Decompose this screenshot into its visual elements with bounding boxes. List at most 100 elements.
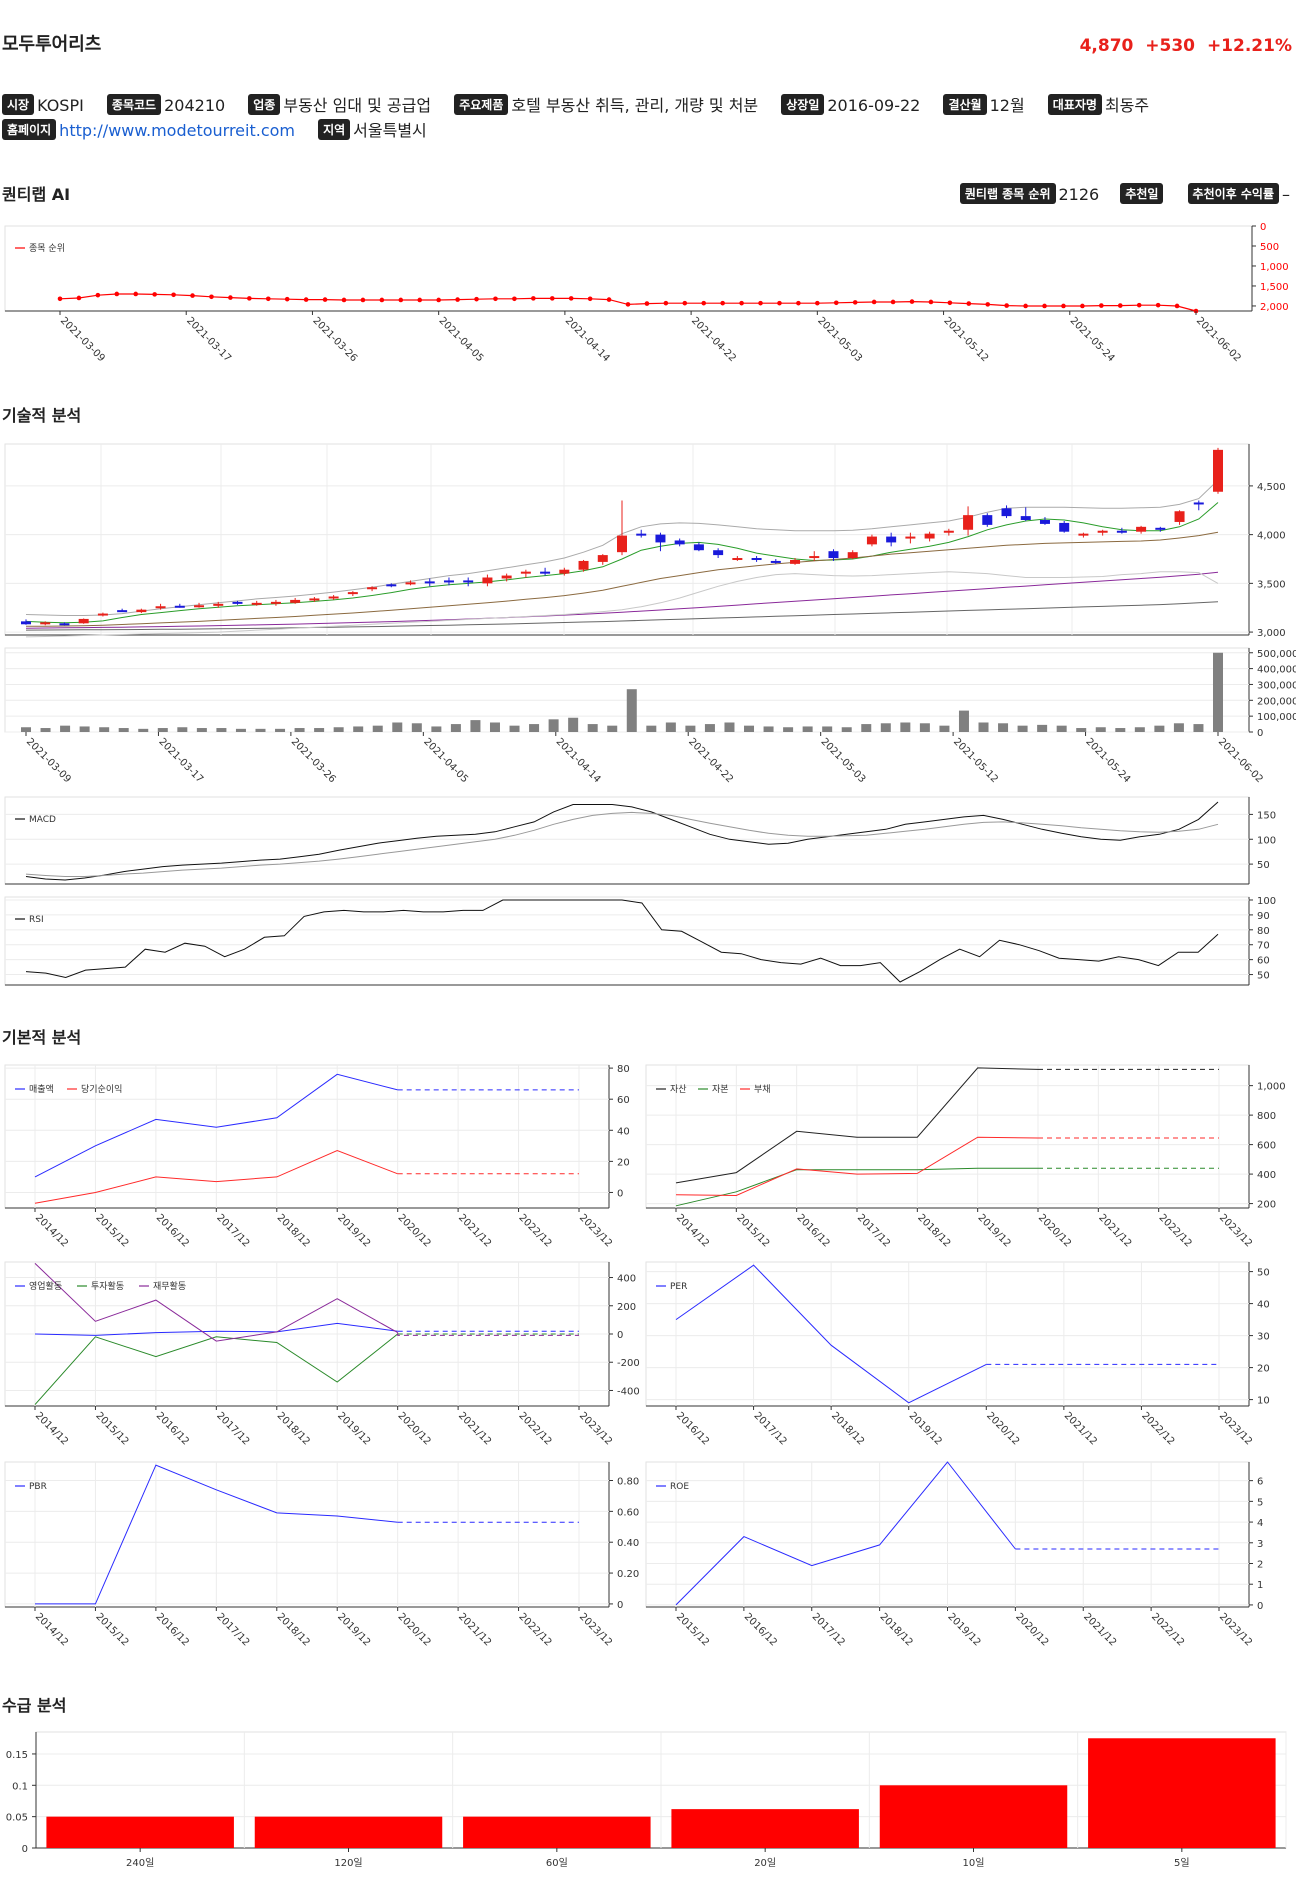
volume-bar (724, 722, 735, 732)
rsi-chart-y-tick-label: 80 (1257, 926, 1270, 937)
section-technical-title: 기술적 분석 (2, 406, 82, 425)
volume-bar (998, 723, 1009, 732)
homepage-link[interactable]: http://www.modetourreit.com (59, 121, 295, 140)
pbr-chart-y-tick-label: 0 (617, 1600, 623, 1611)
per-chart-x-tick-label: 2022/12 (1139, 1410, 1176, 1447)
roe-chart-x-tick-label: 2020/12 (1013, 1611, 1050, 1648)
volume-bar (861, 724, 872, 732)
volume-chart-y-tick-label: 200,000 (1257, 696, 1296, 707)
candle-body (386, 584, 397, 587)
pbr-chart-line (35, 1464, 398, 1605)
candle-body (40, 622, 51, 625)
candle-chart-y-tick-label: 3,000 (1257, 628, 1286, 639)
balance-chart-x-tick-label: 2021/12 (1096, 1212, 1133, 1249)
ma-line-ma60 (25, 571, 1219, 629)
cashflow-chart-x-tick-label: 2015/12 (93, 1410, 130, 1447)
volume-bar (489, 722, 500, 732)
candle-body (309, 598, 320, 601)
candle-body (1193, 502, 1204, 505)
candle-body (97, 613, 108, 616)
cashflow-chart-legend-label: 재무활동 (153, 1280, 186, 1292)
per-chart-y-tick-label: 50 (1257, 1268, 1270, 1279)
rank-chart-frame (4, 225, 1253, 312)
rank-point (228, 295, 233, 300)
revenue-chart-x-tick-label: 2014/12 (33, 1212, 70, 1249)
volume-bar (1193, 724, 1204, 732)
balance-chart-line (675, 1136, 1039, 1197)
company-name: 모두투어리츠 (2, 34, 102, 55)
candle-body (1020, 516, 1031, 521)
revenue-chart-x-tick-label: 2018/12 (275, 1212, 312, 1249)
rank-point (663, 300, 669, 306)
ma-line-ma5 (25, 502, 1219, 624)
candle-body (463, 580, 474, 583)
per-chart-frame (645, 1261, 1250, 1407)
balance-chart-x-tick-label: 2023/12 (1217, 1212, 1254, 1249)
candle-body (1039, 520, 1050, 524)
candle-body (1155, 527, 1166, 530)
candle-body (328, 596, 339, 599)
rsi-chart-y-tick-label: 100 (1257, 896, 1276, 907)
candle-body (866, 536, 877, 545)
volume-chart-x-tick-label: 2021-05-12 (951, 736, 1000, 785)
candle-body (520, 571, 531, 574)
volume-bar (1134, 727, 1145, 732)
candle-body (367, 587, 378, 590)
rank-chart-x-tick-label: 2021-04-14 (563, 315, 612, 364)
rank-point (682, 300, 688, 306)
rank-chart-x-tick-label: 2021-03-09 (58, 315, 107, 364)
balance-chart-y-tick-label: 200 (1257, 1200, 1276, 1211)
cashflow-chart-x-tick-label: 2022/12 (516, 1410, 553, 1447)
volume-bar (704, 724, 715, 732)
volume-bar (1154, 725, 1165, 732)
rsi-line (25, 899, 1219, 983)
volume-bar (939, 725, 950, 732)
rank-point (512, 296, 517, 302)
rank-point (1117, 303, 1123, 308)
rank-point (815, 300, 820, 306)
balance-chart-x-tick-label: 2017/12 (855, 1212, 892, 1249)
candle-body (1174, 511, 1185, 522)
rank-point (1023, 303, 1028, 309)
volume-bar (1076, 728, 1087, 732)
roe-chart-x-tick-label: 2022/12 (1149, 1611, 1186, 1648)
rank-point (1042, 303, 1047, 309)
rsi-chart-y-tick-label: 60 (1257, 956, 1270, 967)
volume-bar (1095, 727, 1106, 732)
rank-point (133, 291, 139, 297)
rank-point (909, 299, 915, 304)
macd-line-signal (25, 811, 1219, 877)
roe-chart-x-tick-label: 2015/12 (674, 1611, 711, 1648)
cashflow-chart-x-tick-label: 2021/12 (456, 1410, 493, 1447)
roe-chart-x-tick-label: 2017/12 (810, 1611, 847, 1648)
volume-bar (665, 722, 676, 732)
balance-chart-legend-label: 자본 (712, 1084, 729, 1095)
macd-line-macd (25, 801, 1219, 881)
revenue-chart-x-tick-label: 2017/12 (214, 1212, 251, 1249)
balance-chart-x-tick-label: 2022/12 (1157, 1212, 1194, 1249)
per-chart-x-tick-label: 2018/12 (829, 1410, 866, 1447)
roe-chart-y-tick-label: 1 (1257, 1580, 1263, 1591)
rank-point (871, 299, 877, 305)
rank-point (606, 297, 612, 302)
volume-bar (353, 726, 364, 732)
rank-point (644, 301, 650, 306)
code-value: 204210 (164, 96, 226, 115)
per-chart-x-tick-label: 2021/12 (1062, 1410, 1099, 1447)
volume-chart-x-tick-label: 2021-04-05 (421, 736, 470, 785)
candle-body (1059, 522, 1070, 532)
balance-chart-line (675, 1167, 1038, 1207)
candle-body (270, 601, 281, 604)
candle-body (617, 535, 627, 553)
candle-body (21, 621, 31, 625)
volume-chart-x-tick-label: 2021-06-02 (1216, 736, 1265, 785)
candle-body (78, 618, 89, 624)
volume-chart-x-tick-label: 2021-04-14 (554, 736, 603, 785)
rank-point (114, 291, 120, 297)
volume-bar (431, 726, 442, 732)
volume-bar (235, 728, 246, 732)
candle-body (174, 605, 185, 608)
revenue-chart-legend-label: 매출액 (29, 1083, 54, 1095)
volume-bar (138, 728, 149, 732)
supply-bar (46, 1816, 234, 1848)
